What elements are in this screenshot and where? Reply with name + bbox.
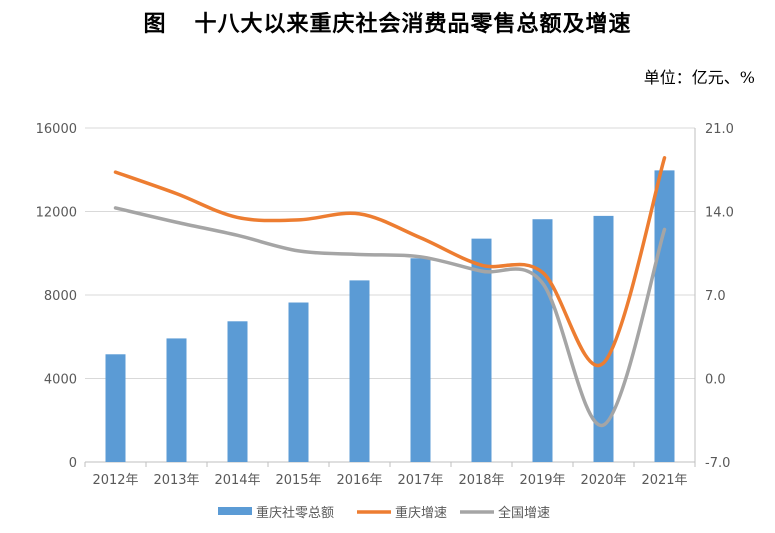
legend-label: 全国增速 bbox=[498, 505, 550, 521]
x-tick-label: 2014年 bbox=[214, 473, 260, 488]
figure-label: 图 bbox=[143, 11, 167, 37]
bar bbox=[166, 338, 187, 462]
right-tick-label: -7.0 bbox=[705, 456, 730, 471]
x-tick-label: 2021年 bbox=[641, 473, 687, 488]
x-tick-label: 2019年 bbox=[519, 473, 565, 488]
series-line-chongqing-growth bbox=[113, 156, 667, 368]
legend-swatch bbox=[218, 507, 252, 515]
x-tick-label: 2012年 bbox=[92, 473, 138, 488]
bar bbox=[105, 354, 126, 462]
left-tick-label: 16000 bbox=[36, 122, 77, 137]
x-tick-label: 2013年 bbox=[153, 473, 199, 488]
bar bbox=[349, 280, 370, 462]
bar bbox=[471, 238, 492, 462]
unit-label: 单位：亿元、% bbox=[643, 68, 755, 87]
left-tick-label: 8000 bbox=[44, 289, 77, 304]
chart-title: 图 十八大以来重庆社会消费品零售总额及增速 bbox=[0, 6, 775, 38]
legend-label: 重庆增速 bbox=[395, 505, 447, 521]
bar bbox=[593, 215, 614, 462]
left-tick-label: 4000 bbox=[44, 373, 77, 388]
bar bbox=[288, 302, 309, 462]
x-tick-label: 2018年 bbox=[458, 473, 504, 488]
legend-label: 重庆社零总额 bbox=[256, 505, 334, 521]
bar bbox=[227, 321, 248, 462]
right-tick-label: 21.0 bbox=[705, 122, 734, 137]
x-tick-label: 2020年 bbox=[580, 473, 626, 488]
bar bbox=[532, 219, 553, 462]
x-tick-label: 2015年 bbox=[275, 473, 321, 488]
right-tick-label: 14.0 bbox=[705, 206, 734, 221]
x-tick-label: 2016年 bbox=[336, 473, 382, 488]
title-text: 十八大以来重庆社会消费品零售总额及增速 bbox=[194, 11, 632, 37]
bar bbox=[410, 258, 431, 462]
right-tick-label: 7.0 bbox=[705, 289, 726, 304]
bar bbox=[654, 170, 675, 462]
right-tick-label: 0.0 bbox=[705, 373, 726, 388]
left-tick-label: 0 bbox=[69, 456, 77, 471]
left-tick-label: 12000 bbox=[36, 206, 77, 221]
series-line-national-growth bbox=[113, 206, 667, 427]
x-tick-label: 2017年 bbox=[397, 473, 443, 488]
